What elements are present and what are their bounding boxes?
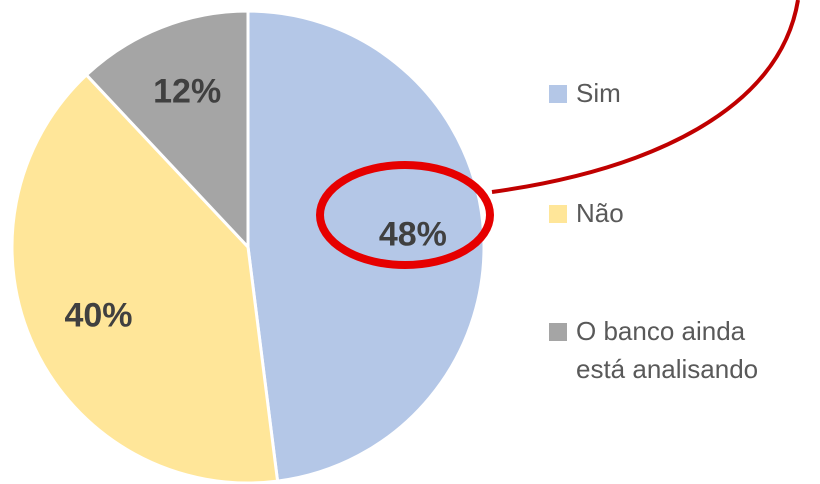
legend-label: Sim xyxy=(576,78,621,108)
legend-swatch xyxy=(548,84,568,104)
data-label: 40% xyxy=(64,296,132,334)
callout-line xyxy=(491,0,800,194)
legend-label: Não xyxy=(576,198,624,228)
legend-item: O banco ainda está analisando xyxy=(548,312,796,388)
legend-swatch xyxy=(548,204,568,224)
legend-label: O banco ainda está analisando xyxy=(576,316,759,384)
legend-swatch xyxy=(548,322,568,342)
pie-slice xyxy=(84,9,250,251)
data-label: 48% xyxy=(379,216,447,254)
legend-item: Sim xyxy=(548,74,796,112)
pie-slice xyxy=(246,9,486,483)
highlight-circle xyxy=(316,161,494,269)
data-label: 12% xyxy=(153,72,221,110)
pie-slice xyxy=(10,72,280,484)
legend-item: Não xyxy=(548,194,796,232)
